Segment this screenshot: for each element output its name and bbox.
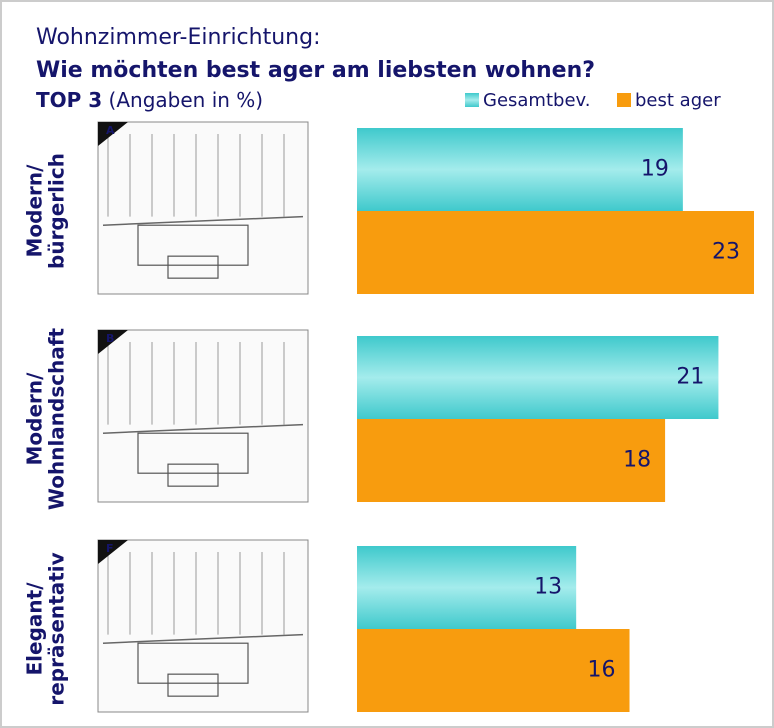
category-label: bürgerlich bbox=[45, 153, 69, 269]
chart-title: Wohnzimmer-Einrichtung: bbox=[36, 25, 321, 50]
category-label: Elegant/ bbox=[23, 582, 47, 676]
sketch-line bbox=[102, 633, 304, 644]
sketch-furniture bbox=[167, 463, 219, 487]
bar bbox=[357, 546, 577, 629]
bar bbox=[357, 629, 630, 712]
value-label: 23 bbox=[712, 240, 740, 265]
bar bbox=[357, 419, 666, 502]
image-letter: B bbox=[106, 332, 114, 345]
note-bold: TOP 3 bbox=[36, 88, 102, 112]
legend-label: Gesamtbev. bbox=[483, 90, 591, 111]
sketch-furniture bbox=[167, 673, 219, 697]
room-sketch: A bbox=[97, 121, 309, 295]
value-label: 18 bbox=[623, 448, 651, 473]
sketch-furniture bbox=[137, 642, 249, 684]
sketch-furniture bbox=[167, 255, 219, 279]
image-corner bbox=[98, 540, 128, 564]
sketch-line bbox=[102, 215, 304, 226]
bar bbox=[357, 211, 754, 294]
value-label: 13 bbox=[534, 575, 562, 600]
category-label: Wohnlandschaft bbox=[45, 327, 69, 510]
image-letter: A bbox=[106, 124, 115, 137]
sketch-line bbox=[102, 423, 304, 434]
value-label: 19 bbox=[641, 157, 669, 182]
room-sketch: B bbox=[97, 329, 309, 503]
legend-swatch bbox=[465, 93, 479, 107]
value-label: 21 bbox=[676, 365, 704, 390]
image-corner bbox=[98, 330, 128, 354]
image-corner bbox=[98, 122, 128, 146]
category-label: Modern/ bbox=[23, 164, 47, 258]
image-letter: F bbox=[106, 542, 114, 555]
note: TOP 3 (Angaben in %) bbox=[36, 88, 263, 112]
note-text: (Angaben in %) bbox=[109, 88, 264, 112]
legend-swatch bbox=[617, 93, 631, 107]
legend-label: best ager bbox=[635, 90, 721, 111]
value-label: 16 bbox=[588, 658, 616, 683]
room-sketch: F bbox=[97, 539, 309, 713]
category-label: repräsentativ bbox=[45, 552, 69, 705]
bar bbox=[357, 336, 719, 419]
sketch-furniture bbox=[137, 432, 249, 474]
category-label: Modern/ bbox=[23, 372, 47, 466]
bar bbox=[357, 128, 683, 211]
chart-subtitle: Wie möchten best ager am liebsten wohnen… bbox=[36, 58, 595, 83]
sketch-furniture bbox=[137, 224, 249, 266]
